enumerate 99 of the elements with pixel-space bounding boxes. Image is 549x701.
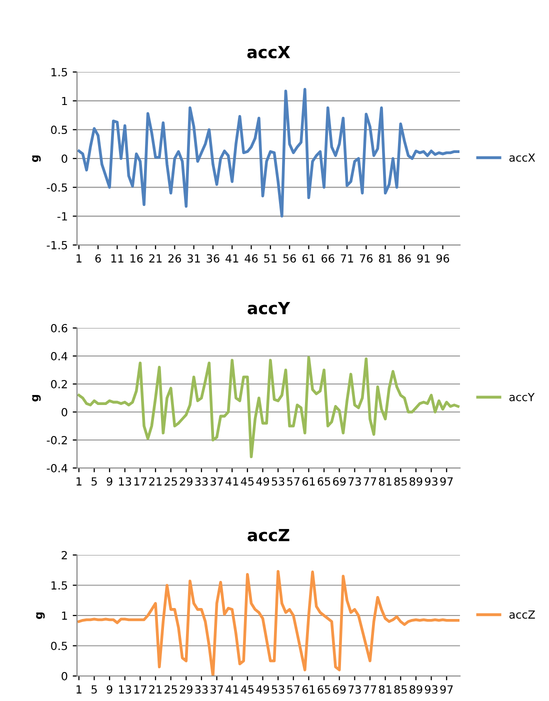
- y-tick-label: 0.5: [51, 126, 67, 134]
- x-tick-label: 13: [119, 477, 132, 486]
- x-tick-label: 21: [149, 685, 162, 694]
- x-tick-label: 5: [92, 685, 97, 694]
- x-tick-label: 1: [76, 477, 82, 486]
- x-tick-label: 96: [436, 254, 450, 263]
- x-tick-label: 37: [210, 685, 223, 694]
- x-tick-label: 41: [226, 477, 238, 486]
- x-tick-label: 17: [134, 685, 146, 694]
- y-tick-label: 1: [62, 96, 67, 106]
- x-tick-label: 45: [240, 477, 254, 486]
- x-tick-label: 53: [272, 477, 284, 486]
- x-tick-label: 77: [364, 685, 376, 694]
- x-tick-label: 56: [283, 254, 296, 263]
- x-tick-label: 1: [76, 254, 82, 262]
- y-tick-label: 0: [62, 672, 68, 680]
- line-series: [78, 88, 460, 218]
- x-tick-label: 57: [287, 685, 300, 694]
- x-tick-label: 9: [106, 685, 112, 694]
- x-tick-label: 5: [92, 477, 97, 486]
- x-tick-label: 85: [394, 477, 407, 486]
- x-tick-label: 46: [244, 254, 258, 263]
- line-series: [78, 356, 460, 458]
- y-tick-label: 1.5: [52, 581, 67, 590]
- y-tick-label: -1.5: [46, 241, 68, 250]
- x-tick-label: 77: [364, 477, 376, 486]
- x-tick-label: 81: [379, 254, 392, 263]
- y-axis-title: g: [32, 394, 41, 402]
- x-tick-label: 76: [360, 254, 373, 263]
- y-tick-label: 0.6: [51, 324, 68, 332]
- x-tick-label: 45: [240, 685, 254, 694]
- x-tick-label: 89: [410, 477, 422, 486]
- y-tick-label: 0.2: [51, 380, 67, 388]
- x-tick-label: 25: [164, 685, 177, 694]
- x-tick-label: 11: [111, 254, 124, 262]
- x-tick-label: 69: [333, 477, 346, 486]
- x-tick-label: 36: [206, 254, 220, 263]
- x-tick-label: 49: [256, 685, 270, 694]
- y-tick-label: 0.5: [51, 642, 67, 650]
- x-tick-label: 61: [302, 254, 315, 263]
- x-tick-label: 6: [95, 254, 101, 263]
- x-tick-label: 33: [195, 477, 208, 486]
- x-tick-label: 97: [440, 685, 453, 694]
- x-tick-label: 65: [318, 685, 330, 694]
- x-tick-label: 85: [394, 685, 407, 694]
- x-tick-label: 66: [322, 254, 334, 263]
- x-tick-label: 71: [340, 254, 354, 262]
- x-tick-label: 51: [264, 254, 276, 263]
- x-tick-label: 93: [424, 685, 438, 694]
- y-tick-label: 1.5: [52, 68, 67, 76]
- y-tick-label: 2: [62, 550, 67, 560]
- y-tick-label: -0.2: [46, 436, 67, 444]
- y-tick-label: -0.4: [46, 464, 68, 472]
- y-tick-label: -0.5: [46, 183, 68, 192]
- x-tick-label: 41: [226, 685, 238, 694]
- x-tick-label: 9: [106, 477, 112, 486]
- x-tick-label: 13: [119, 685, 132, 694]
- x-tick-label: 1: [76, 685, 82, 694]
- x-tick-label: 73: [348, 477, 361, 486]
- x-tick-label: 21: [149, 254, 162, 262]
- x-tick-label: 81: [379, 477, 392, 486]
- x-tick-label: 86: [398, 254, 411, 263]
- x-tick-label: 26: [168, 254, 182, 263]
- chart-title: accY: [248, 302, 290, 314]
- x-tick-label: 49: [256, 477, 270, 486]
- x-tick-label: 97: [440, 477, 453, 486]
- x-tick-label: 81: [379, 685, 392, 694]
- x-tick-label: 21: [149, 477, 162, 486]
- x-tick-label: 65: [318, 477, 330, 486]
- x-tick-label: 93: [424, 477, 438, 486]
- x-tick-label: 61: [302, 685, 315, 694]
- y-tick-label: 1: [62, 612, 67, 620]
- x-tick-label: 25: [164, 477, 177, 486]
- x-tick-label: 17: [134, 477, 146, 486]
- y-tick-label: -1: [57, 212, 67, 220]
- x-tick-label: 69: [333, 685, 346, 694]
- y-axis-title: g: [32, 155, 41, 162]
- x-tick-label: 16: [130, 254, 143, 263]
- x-tick-label: 29: [180, 685, 192, 694]
- x-tick-label: 29: [180, 477, 192, 486]
- y-axis-title: g: [36, 612, 45, 619]
- x-tick-label: 41: [226, 254, 238, 262]
- x-tick-label: 57: [287, 477, 300, 486]
- x-tick-label: 73: [348, 685, 361, 694]
- x-tick-label: 89: [410, 685, 422, 694]
- y-tick-label: 0.4: [51, 352, 68, 360]
- legend-label: accY: [509, 392, 535, 402]
- y-tick-label: 0: [62, 408, 68, 416]
- x-tick-label: 91: [417, 254, 430, 263]
- x-tick-label: 53: [272, 685, 284, 694]
- legend-label: accX: [509, 153, 536, 162]
- x-tick-label: 61: [302, 477, 315, 486]
- legend-label: accZ: [509, 610, 535, 619]
- x-tick-label: 31: [188, 254, 200, 263]
- x-tick-label: 37: [210, 477, 223, 486]
- chart-title: accZ: [248, 528, 290, 542]
- x-tick-label: 33: [195, 685, 208, 694]
- y-tick-label: 0: [62, 154, 68, 163]
- chart-title: accX: [247, 46, 290, 58]
